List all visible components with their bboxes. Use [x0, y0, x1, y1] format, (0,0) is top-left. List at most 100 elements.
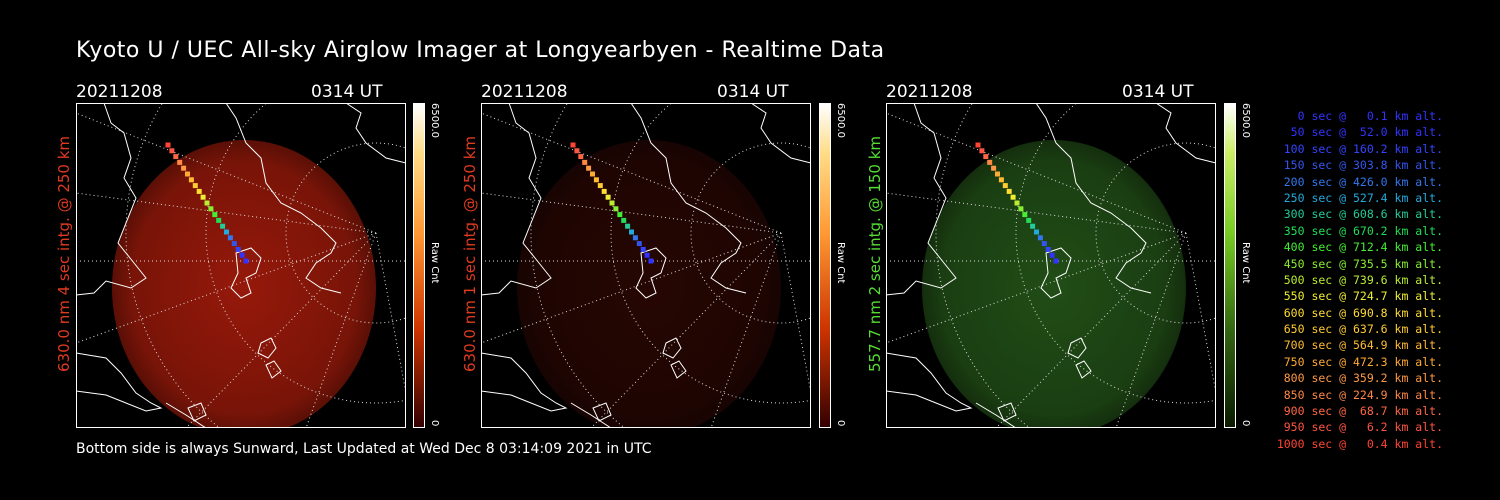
- legend-row: 500 sec @ 739.6 km alt.: [1283, 272, 1443, 287]
- trajectory-marker: [991, 165, 997, 171]
- trajectory-marker: [648, 258, 654, 264]
- trajectory-marker: [636, 241, 642, 247]
- panel-3-colorbar-min: 0: [1240, 420, 1251, 427]
- trajectory-marker: [644, 252, 650, 258]
- trajectory-marker: [586, 165, 592, 171]
- trajectory-marker: [632, 235, 638, 241]
- legend-row: 50 sec @ 52.0 km alt.: [1290, 125, 1443, 140]
- trajectory-marker: [181, 165, 187, 171]
- panel-1-side-label: 630.0 nm 4 sec intg. @ 250 km: [55, 135, 73, 372]
- legend-row: 700 sec @ 564.9 km alt.: [1283, 338, 1443, 353]
- trajectory-marker: [597, 183, 603, 189]
- legend-row: 250 sec @ 527.4 km alt.: [1283, 190, 1443, 205]
- panel-1-colorbar: [413, 103, 425, 428]
- legend-row: 300 sec @ 608.6 km alt.: [1283, 207, 1443, 222]
- trajectory-marker: [617, 212, 623, 218]
- panel-3-side-label: 557.7 nm 2 sec intg. @ 150 km: [866, 135, 884, 372]
- trajectory-marker: [593, 177, 599, 183]
- trajectory-marker: [227, 235, 233, 241]
- trajectory-marker: [220, 223, 226, 229]
- legend-row: 600 sec @ 690.8 km alt.: [1283, 305, 1443, 320]
- panel-2-colorbar-min: 0: [835, 420, 846, 427]
- legend-row: 0 sec @ 0.1 km alt.: [1297, 109, 1443, 123]
- trajectory-marker: [216, 217, 222, 223]
- panel-1-colorbar-max: 6500.0: [429, 103, 440, 138]
- legend-row: 450 sec @ 735.5 km alt.: [1283, 256, 1443, 271]
- legend-row: 650 sec @ 637.6 km alt.: [1283, 322, 1443, 337]
- trajectory-marker: [987, 159, 993, 165]
- trajectory-marker: [243, 258, 249, 264]
- panel-1-colorbar-min: 0: [429, 420, 440, 427]
- panel-3-colorbar-max: 6500.0: [1240, 103, 1251, 138]
- panel-2-time: 0314 UT: [717, 82, 789, 102]
- trajectory-marker: [212, 212, 218, 218]
- trajectory-marker: [995, 171, 1000, 177]
- trajectory-marker: [1010, 194, 1016, 200]
- trajectory-marker: [177, 159, 183, 165]
- panel-3-colorbar: [1224, 103, 1236, 428]
- trajectory-marker: [609, 200, 615, 206]
- legend-row: 550 sec @ 724.7 km alt.: [1283, 289, 1443, 304]
- allsky-disk: [112, 140, 376, 428]
- trajectory-marker: [1026, 217, 1032, 223]
- trajectory-marker: [975, 142, 981, 148]
- panel-2-allsky-image: [481, 103, 811, 428]
- trajectory-marker: [613, 206, 619, 212]
- trajectory-marker: [1018, 206, 1024, 212]
- trajectory-marker: [1002, 183, 1008, 189]
- legend-row: 900 sec @ 68.7 km alt.: [1283, 404, 1443, 419]
- trajectory-marker: [196, 188, 202, 194]
- trajectory-marker: [192, 183, 198, 189]
- panel-2-colorbar: [819, 103, 831, 428]
- trajectory-marker: [1006, 188, 1012, 194]
- trajectory-marker: [578, 154, 584, 160]
- trajectory-marker: [1037, 235, 1043, 241]
- trajectory-marker: [979, 148, 985, 154]
- panel-2-colorbar-max: 6500.0: [835, 103, 846, 138]
- trajectory-marker: [998, 177, 1004, 183]
- panel-3-date: 20211208: [886, 82, 973, 102]
- legend-row: 750 sec @ 472.3 km alt.: [1283, 354, 1443, 369]
- trajectory-marker: [983, 154, 989, 160]
- trajectory-marker: [1034, 229, 1039, 235]
- trajectory-marker: [239, 252, 245, 258]
- trajectory-marker: [629, 229, 634, 235]
- trajectory-marker: [204, 200, 210, 206]
- trajectory-legend: 0 sec @ 0.1 km alt. 50 sec @ 52.0 km alt.…: [1255, 108, 1443, 452]
- panel-frame: [481, 103, 811, 428]
- panel-1-allsky-image: [76, 103, 406, 428]
- footer-status: Bottom side is always Sunward, Last Upda…: [76, 441, 652, 457]
- trajectory-marker: [188, 177, 194, 183]
- trajectory-marker: [1014, 200, 1020, 206]
- trajectory-marker: [1045, 246, 1051, 252]
- legend-row: 400 sec @ 712.4 km alt.: [1283, 240, 1443, 255]
- panel-2-side-label: 630.0 nm 1 sec intg. @ 250 km: [461, 135, 479, 372]
- panel-frame: [886, 103, 1216, 428]
- trajectory-marker: [165, 142, 171, 148]
- trajectory-marker: [570, 142, 576, 148]
- panel-3-time: 0314 UT: [1122, 82, 1194, 102]
- trajectory-marker: [208, 206, 214, 212]
- allsky-disk: [922, 140, 1186, 428]
- legend-row: 350 sec @ 670.2 km alt.: [1283, 223, 1443, 238]
- trajectory-marker: [224, 229, 229, 235]
- trajectory-marker: [625, 223, 631, 229]
- panel-3-colorbar-label: Raw Cnt: [1240, 242, 1251, 284]
- trajectory-marker: [173, 154, 179, 160]
- panel-1-date: 20211208: [76, 82, 163, 102]
- trajectory-marker: [200, 194, 206, 200]
- legend-row: 850 sec @ 224.9 km alt.: [1283, 387, 1443, 402]
- legend-row: 200 sec @ 426.0 km alt.: [1283, 174, 1443, 189]
- panel-3-allsky-image: [886, 103, 1216, 428]
- trajectory-marker: [231, 241, 237, 247]
- trajectory-marker: [185, 171, 190, 177]
- legend-row: 1000 sec @ 0.4 km alt.: [1276, 436, 1443, 451]
- trajectory-marker: [605, 194, 611, 200]
- trajectory-marker: [1053, 258, 1059, 264]
- legend-row: 150 sec @ 303.8 km alt.: [1283, 158, 1443, 173]
- panel-frame: [76, 103, 406, 428]
- legend-row: 800 sec @ 359.2 km alt.: [1283, 371, 1443, 386]
- panel-2-colorbar-label: Raw Cnt: [835, 242, 846, 284]
- trajectory-marker: [235, 246, 241, 252]
- trajectory-marker: [590, 171, 595, 177]
